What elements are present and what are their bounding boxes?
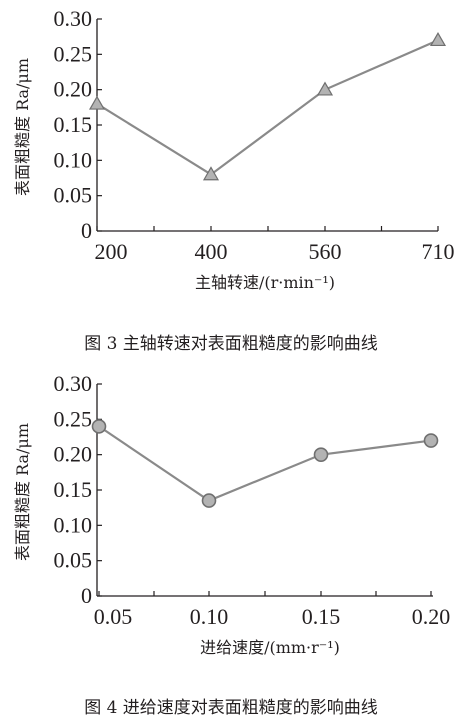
y-tick-label: 0.15 (54, 112, 93, 137)
data-point-circle (91, 419, 107, 434)
x-tick-label: 0.10 (190, 604, 229, 629)
x-tick-label: 560 (309, 239, 342, 264)
x-tick-label: 200 (95, 239, 128, 264)
series-line (98, 425, 432, 502)
y-tick-label: 0.30 (54, 371, 93, 396)
y-tick-label: 0 (81, 218, 92, 243)
y-tick-labels: 0 0.05 0.10 0.15 0.20 0.25 0.30 (54, 6, 93, 243)
x-tick-labels: 0.05 0.10 0.15 0.20 (94, 604, 451, 629)
figure-3-caption: 图 3 主轴转速对表面粗糙度的影响曲线 (84, 334, 378, 354)
feed-rate-chart: 00.050.100.150.200.250.30 0.05 0.10 0.15 0.… (13, 371, 450, 657)
data-series (88, 31, 447, 181)
spindle-speed-chart: 0 0.05 0.10 0.15 0.20 0.25 0.30 200 400 560 710 表… (13, 6, 455, 292)
x-axis-title: 主轴转速/(r·min⁻¹) (195, 273, 335, 292)
y-tick-label: 0.30 (54, 6, 93, 31)
chart-axes (96, 383, 433, 597)
x-axis-title: 进给速度/(mm·r⁻¹) (200, 638, 340, 657)
x-tick-label: 0.15 (302, 604, 341, 629)
data-point-triangle (429, 31, 447, 47)
x-tick-label: 400 (195, 239, 228, 264)
data-point-circle (423, 433, 439, 448)
x-tick-labels: 200 400 560 710 (95, 239, 455, 264)
y-tick-label: 0.10 (54, 512, 93, 537)
data-point-circle (313, 447, 329, 462)
y-tick-label: 0.10 (54, 147, 93, 172)
y-tick-label: 0.20 (54, 77, 93, 102)
x-tick-label: 0.20 (412, 604, 451, 629)
data-point-circle (201, 493, 217, 508)
y-tick-label: 0.25 (54, 406, 93, 431)
y-axis-title: 表面粗糙度 Ra/μm (13, 423, 32, 561)
y-tick-label: 0.20 (54, 442, 93, 467)
y-axis-title: 表面粗糙度 Ra/μm (13, 58, 32, 196)
data-point-triangle (88, 95, 106, 110)
chart-axes (96, 18, 439, 232)
figure-4-caption: 图 4 进给速度对表面粗糙度的影响曲线 (84, 698, 378, 718)
x-tick-label: 710 (422, 239, 455, 264)
y-tick-label: 0.25 (54, 41, 93, 66)
data-series (91, 419, 439, 508)
y-tick-label: 0.05 (54, 548, 93, 573)
y-tick-label: 0.05 (54, 183, 93, 208)
y-tick-label: 0 (81, 583, 92, 608)
x-tick-label: 0.05 (94, 604, 133, 629)
data-point-triangle (202, 166, 220, 181)
y-tick-label: 0.15 (54, 477, 93, 502)
data-point-triangle (316, 81, 334, 96)
series-line (96, 39, 439, 176)
y-tick-labels: 0 0.05 0.10 0.15 0.20 0.25 0.30 (54, 371, 93, 608)
